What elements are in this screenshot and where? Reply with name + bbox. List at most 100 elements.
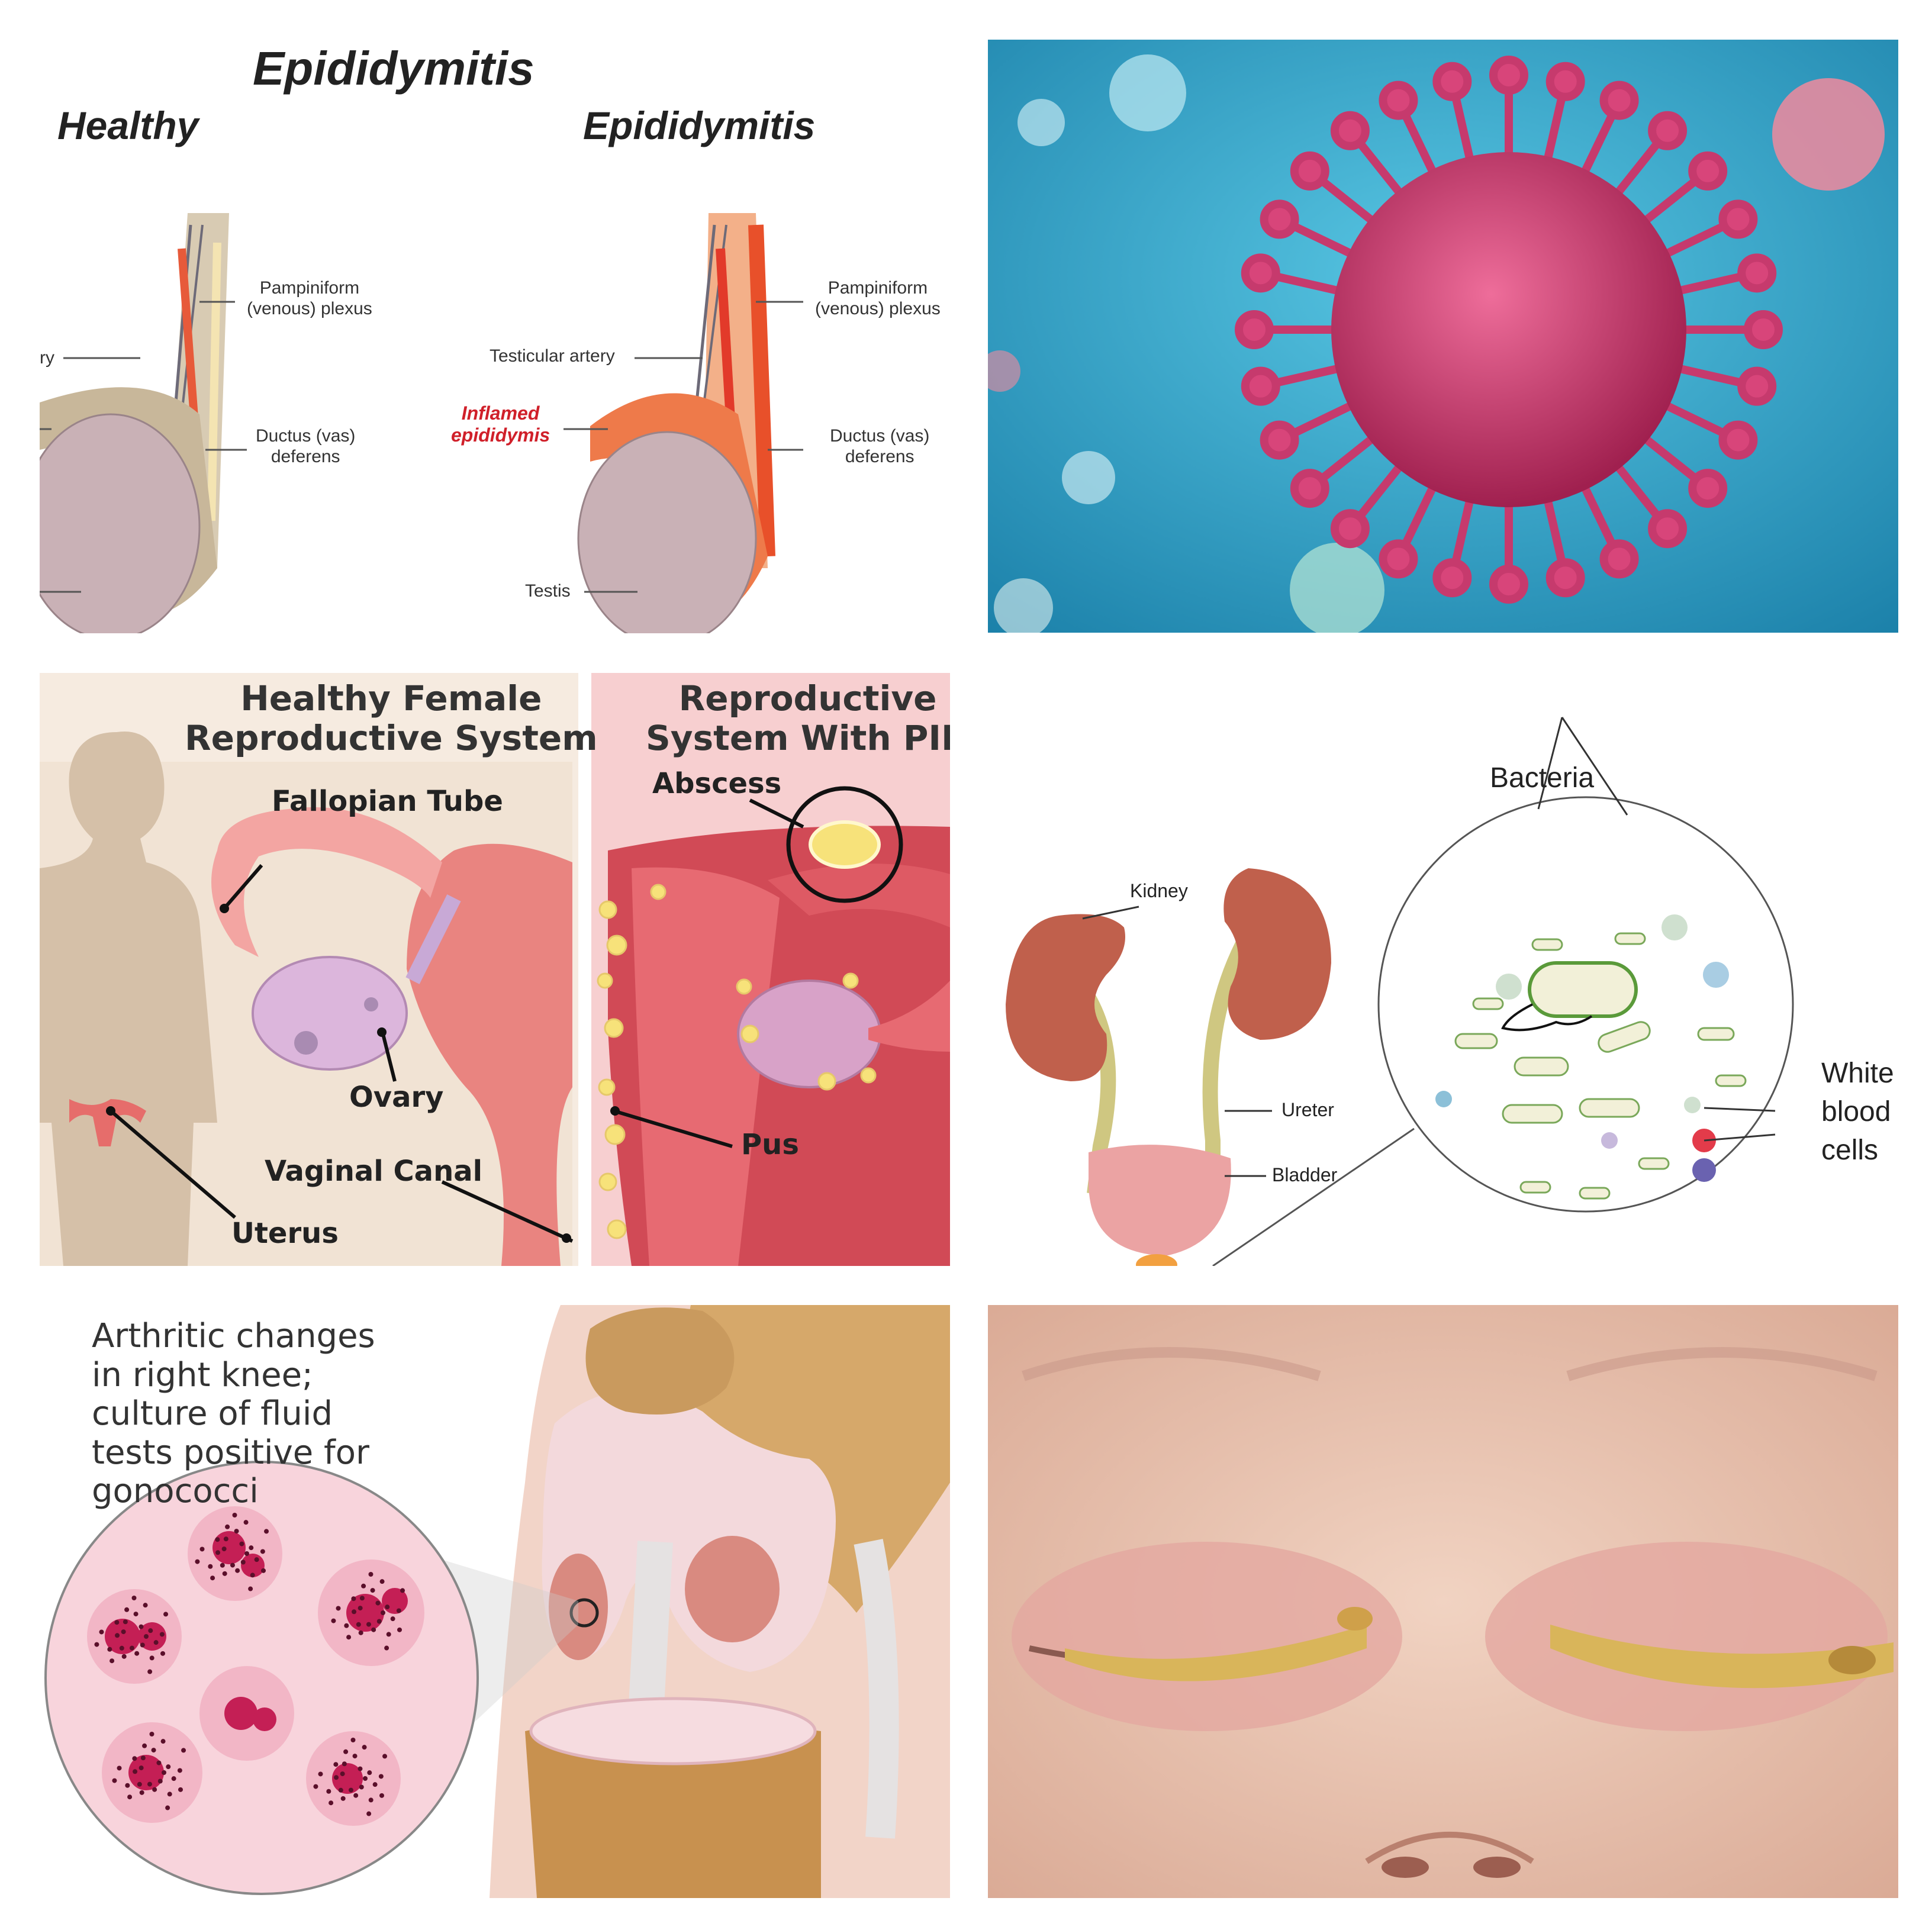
knee-caption-line: Arthritic changes — [92, 1317, 375, 1355]
gonococcus-dot — [368, 1572, 373, 1577]
gonococcus-dot — [159, 1632, 165, 1637]
gonococcus-dot — [261, 1568, 266, 1573]
virus-panel — [988, 40, 1898, 633]
gonococcus-dot — [162, 1770, 166, 1775]
gonococcus-dot — [249, 1545, 254, 1551]
gonococcus-dot — [375, 1600, 381, 1606]
pid-ovary — [737, 980, 881, 1088]
healthy-testis — [40, 413, 201, 633]
gonococcus-dot — [361, 1583, 366, 1589]
gonococcus-dot — [115, 1633, 120, 1638]
virus-spike-tip — [1379, 539, 1418, 579]
gonococcus-dot — [140, 1755, 146, 1761]
gonococcus-dot — [362, 1745, 367, 1750]
infant-photo-panel — [988, 1305, 1898, 1898]
gonococcus-dot — [123, 1619, 128, 1625]
epididymitis-illustration — [40, 213, 803, 633]
gonococcus-dot — [240, 1560, 246, 1565]
gonococcus-dot — [160, 1651, 166, 1656]
gonococcus-dot — [129, 1645, 134, 1651]
testicular-artery-label: Testicular artery — [490, 346, 615, 366]
gonococcus-dot — [333, 1762, 339, 1767]
bacteria-label: Bacteria — [1490, 762, 1595, 794]
gonococcus-dot — [178, 1787, 183, 1792]
gonococcus-dot — [396, 1608, 401, 1613]
virus-spike-tip — [1235, 310, 1274, 349]
bg-particle — [1109, 54, 1186, 131]
gonococcus-dot — [378, 1774, 384, 1779]
gonococcus-dot — [199, 1546, 205, 1552]
virus-spike-tip — [1718, 420, 1758, 460]
healthy-fallopian-tube — [211, 807, 442, 957]
gonococcus-dot — [195, 1559, 200, 1564]
gonococcus-dot — [366, 1622, 371, 1627]
gonococcus-dot — [140, 1642, 145, 1648]
inflamed-testis — [577, 431, 757, 633]
gonococcus-dot — [171, 1776, 176, 1781]
gonococcus-dot — [358, 1606, 363, 1611]
pid-fallopian-tube — [768, 863, 950, 927]
gonococcus-dot — [156, 1760, 162, 1765]
gonococcus-dot — [235, 1568, 240, 1573]
gonococcus-dot — [117, 1765, 122, 1771]
urinary-panel: Bacteria Kidney Ureter Bladder White blo… — [988, 673, 1898, 1266]
abscess-highlight-circle — [786, 786, 903, 903]
gonococcus-dot — [147, 1781, 152, 1787]
gonococcus-dot — [147, 1669, 153, 1674]
virus-spike-tip — [1290, 151, 1329, 191]
gonococcus-dot — [400, 1588, 405, 1593]
gonococcus-dot — [344, 1623, 349, 1628]
prostate — [1136, 1254, 1177, 1266]
gonococcus-dot — [143, 1603, 148, 1608]
gonococcus-dot — [244, 1551, 249, 1556]
bg-particle — [994, 578, 1053, 633]
tibia — [525, 1719, 821, 1898]
knee-caption: Arthritic changes in right knee; culture… — [92, 1317, 375, 1511]
gonococcus-dot — [331, 1618, 336, 1623]
gonococcus-dot — [208, 1564, 213, 1569]
gonococcus-dot — [124, 1607, 130, 1612]
gonococcus-dot — [153, 1640, 159, 1645]
gonococcus-dot — [382, 1754, 388, 1759]
gonococcus-dot — [232, 1513, 237, 1518]
gonococcus-dot — [137, 1781, 142, 1787]
right-ductus-label: Ductus (vas) deferens — [830, 426, 930, 466]
gonococcus-dot — [114, 1620, 120, 1625]
left-eye-discharge — [1065, 1625, 1367, 1681]
nose — [1365, 1832, 1534, 1864]
pid-illustration — [40, 673, 950, 1266]
virus-spike-tip — [1241, 253, 1280, 293]
gonococcus-dot — [181, 1748, 186, 1753]
gonococcus-dot — [352, 1754, 358, 1759]
gonococcus-dot — [149, 1732, 154, 1737]
gonococcus-dot — [334, 1775, 339, 1780]
sample-marker — [569, 1598, 599, 1628]
gonococcus-dot — [397, 1627, 402, 1632]
pid-right-heading: Reproductive System With PID — [646, 678, 950, 758]
virus-spike-tip — [1290, 469, 1329, 508]
kidney-label: Kidney — [1130, 880, 1188, 901]
virus-spike-tip — [1718, 199, 1758, 239]
gonococcus-dot — [220, 1562, 225, 1568]
virus-spike-tip — [1688, 469, 1728, 508]
gonococcus-dot — [359, 1596, 365, 1601]
gonococcus-dot — [371, 1627, 376, 1632]
ureter-label: Ureter — [1281, 1099, 1334, 1120]
left-pampiniform-label: Pampiniform (venous) plexus — [247, 278, 372, 318]
bg-particle — [1290, 543, 1384, 633]
gonococcus-dot — [132, 1756, 137, 1761]
gonococcus-dot — [359, 1784, 364, 1790]
gonococcus-dot — [260, 1549, 265, 1554]
gonococcus-dot — [139, 1765, 144, 1771]
cartilage-erosions — [549, 1536, 780, 1660]
gonococcus-dot — [356, 1622, 361, 1627]
gonococcus-dot — [139, 1790, 144, 1795]
left-swollen-eyelid — [1012, 1542, 1402, 1731]
gonococcus-dot — [151, 1748, 156, 1753]
gonococcus-dot — [165, 1805, 170, 1810]
gonococcus-dot — [119, 1645, 124, 1651]
virus-spike-tip — [1599, 80, 1639, 120]
gonococcus-dot — [142, 1743, 147, 1748]
gonococcus-dot — [112, 1778, 117, 1783]
bladder — [1089, 1145, 1231, 1256]
